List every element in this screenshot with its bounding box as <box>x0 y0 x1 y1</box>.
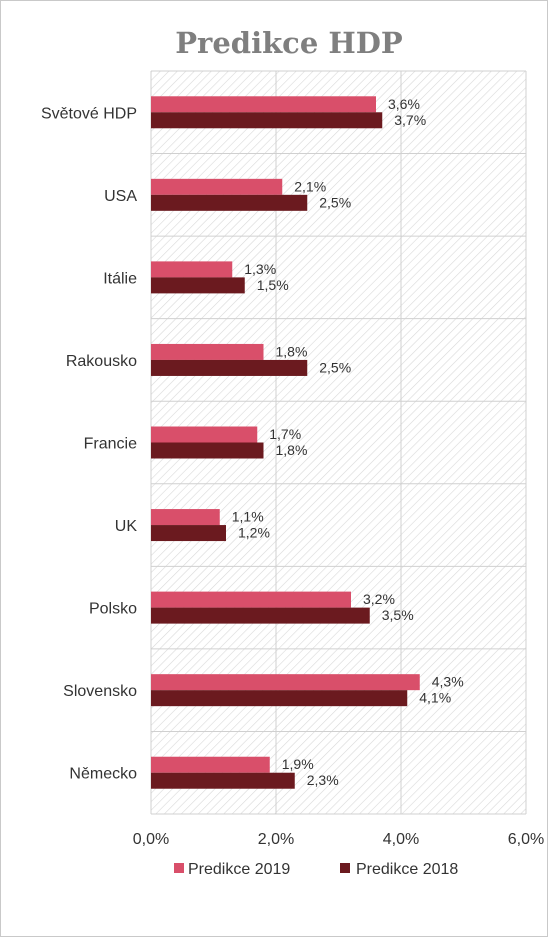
legend-swatch <box>174 863 184 873</box>
category-label: Polsko <box>89 601 137 618</box>
bar-2018 <box>151 359 308 376</box>
data-label: 4,1% <box>419 690 451 706</box>
chart-title: Predikce HDP <box>175 26 403 60</box>
legend-swatch <box>340 863 350 873</box>
bar-2018 <box>151 690 408 707</box>
x-tick-label: 4,0% <box>383 831 419 848</box>
data-label: 3,5% <box>382 607 414 623</box>
bar-2019 <box>151 756 270 773</box>
data-label: 2,5% <box>319 194 351 210</box>
data-label: 3,6% <box>388 96 420 112</box>
data-label: 1,2% <box>238 525 270 541</box>
bar-2018 <box>151 525 226 542</box>
x-axis-ticks: 0,0% 2,0% 4,0% 6,0% <box>133 831 544 848</box>
data-labels: 3,6%3,7%2,1%2,5%1,3%1,5%1,8%2,5%1,7%1,8%… <box>232 96 464 788</box>
bar-2019 <box>151 343 264 360</box>
data-label: 1,5% <box>257 277 289 293</box>
x-tick-label: 0,0% <box>133 831 169 848</box>
bar-2019 <box>151 674 420 691</box>
legend-label: Predikce 2018 <box>356 861 458 878</box>
category-label: Světové HDP <box>41 105 137 122</box>
bar-2019 <box>151 178 283 195</box>
bar-2018 <box>151 772 295 789</box>
category-label: USA <box>104 188 137 205</box>
category-label: UK <box>115 518 138 535</box>
data-label: 2,5% <box>319 359 351 375</box>
data-label: 1,9% <box>282 756 314 772</box>
data-label: 3,7% <box>394 112 426 128</box>
data-label: 2,1% <box>294 178 326 194</box>
x-tick-label: 6,0% <box>508 831 544 848</box>
bar-2019 <box>151 261 233 278</box>
category-labels: Světové HDP USA Itálie Rakousko Francie UK Pol… <box>41 105 137 782</box>
bar-2018 <box>151 277 245 294</box>
data-label: 1,8% <box>276 343 308 359</box>
bar-2019 <box>151 591 351 608</box>
x-tick-label: 2,0% <box>258 831 294 848</box>
data-label: 1,1% <box>232 509 264 525</box>
category-label: Itálie <box>103 270 137 287</box>
bars <box>151 96 420 789</box>
category-label: Francie <box>84 436 137 453</box>
bar-2018 <box>151 112 383 129</box>
bar-2019 <box>151 509 220 526</box>
bar-2018 <box>151 442 264 459</box>
legend-label: Predikce 2019 <box>188 861 290 878</box>
category-label: Rakousko <box>66 353 137 370</box>
data-label: 1,3% <box>244 261 276 277</box>
data-label: 1,7% <box>269 426 301 442</box>
legend: Predikce 2019 Predikce 2018 <box>174 861 458 878</box>
bar-2018 <box>151 194 308 211</box>
category-label: Slovensko <box>63 683 137 700</box>
gridlines <box>150 70 527 815</box>
data-label: 1,8% <box>276 442 308 458</box>
bar-2019 <box>151 426 258 443</box>
data-label: 3,2% <box>363 591 395 607</box>
bar-2018 <box>151 607 370 624</box>
data-label: 2,3% <box>307 772 339 788</box>
category-label: Německo <box>69 766 137 783</box>
bar-2019 <box>151 96 376 113</box>
data-label: 4,3% <box>432 674 464 690</box>
